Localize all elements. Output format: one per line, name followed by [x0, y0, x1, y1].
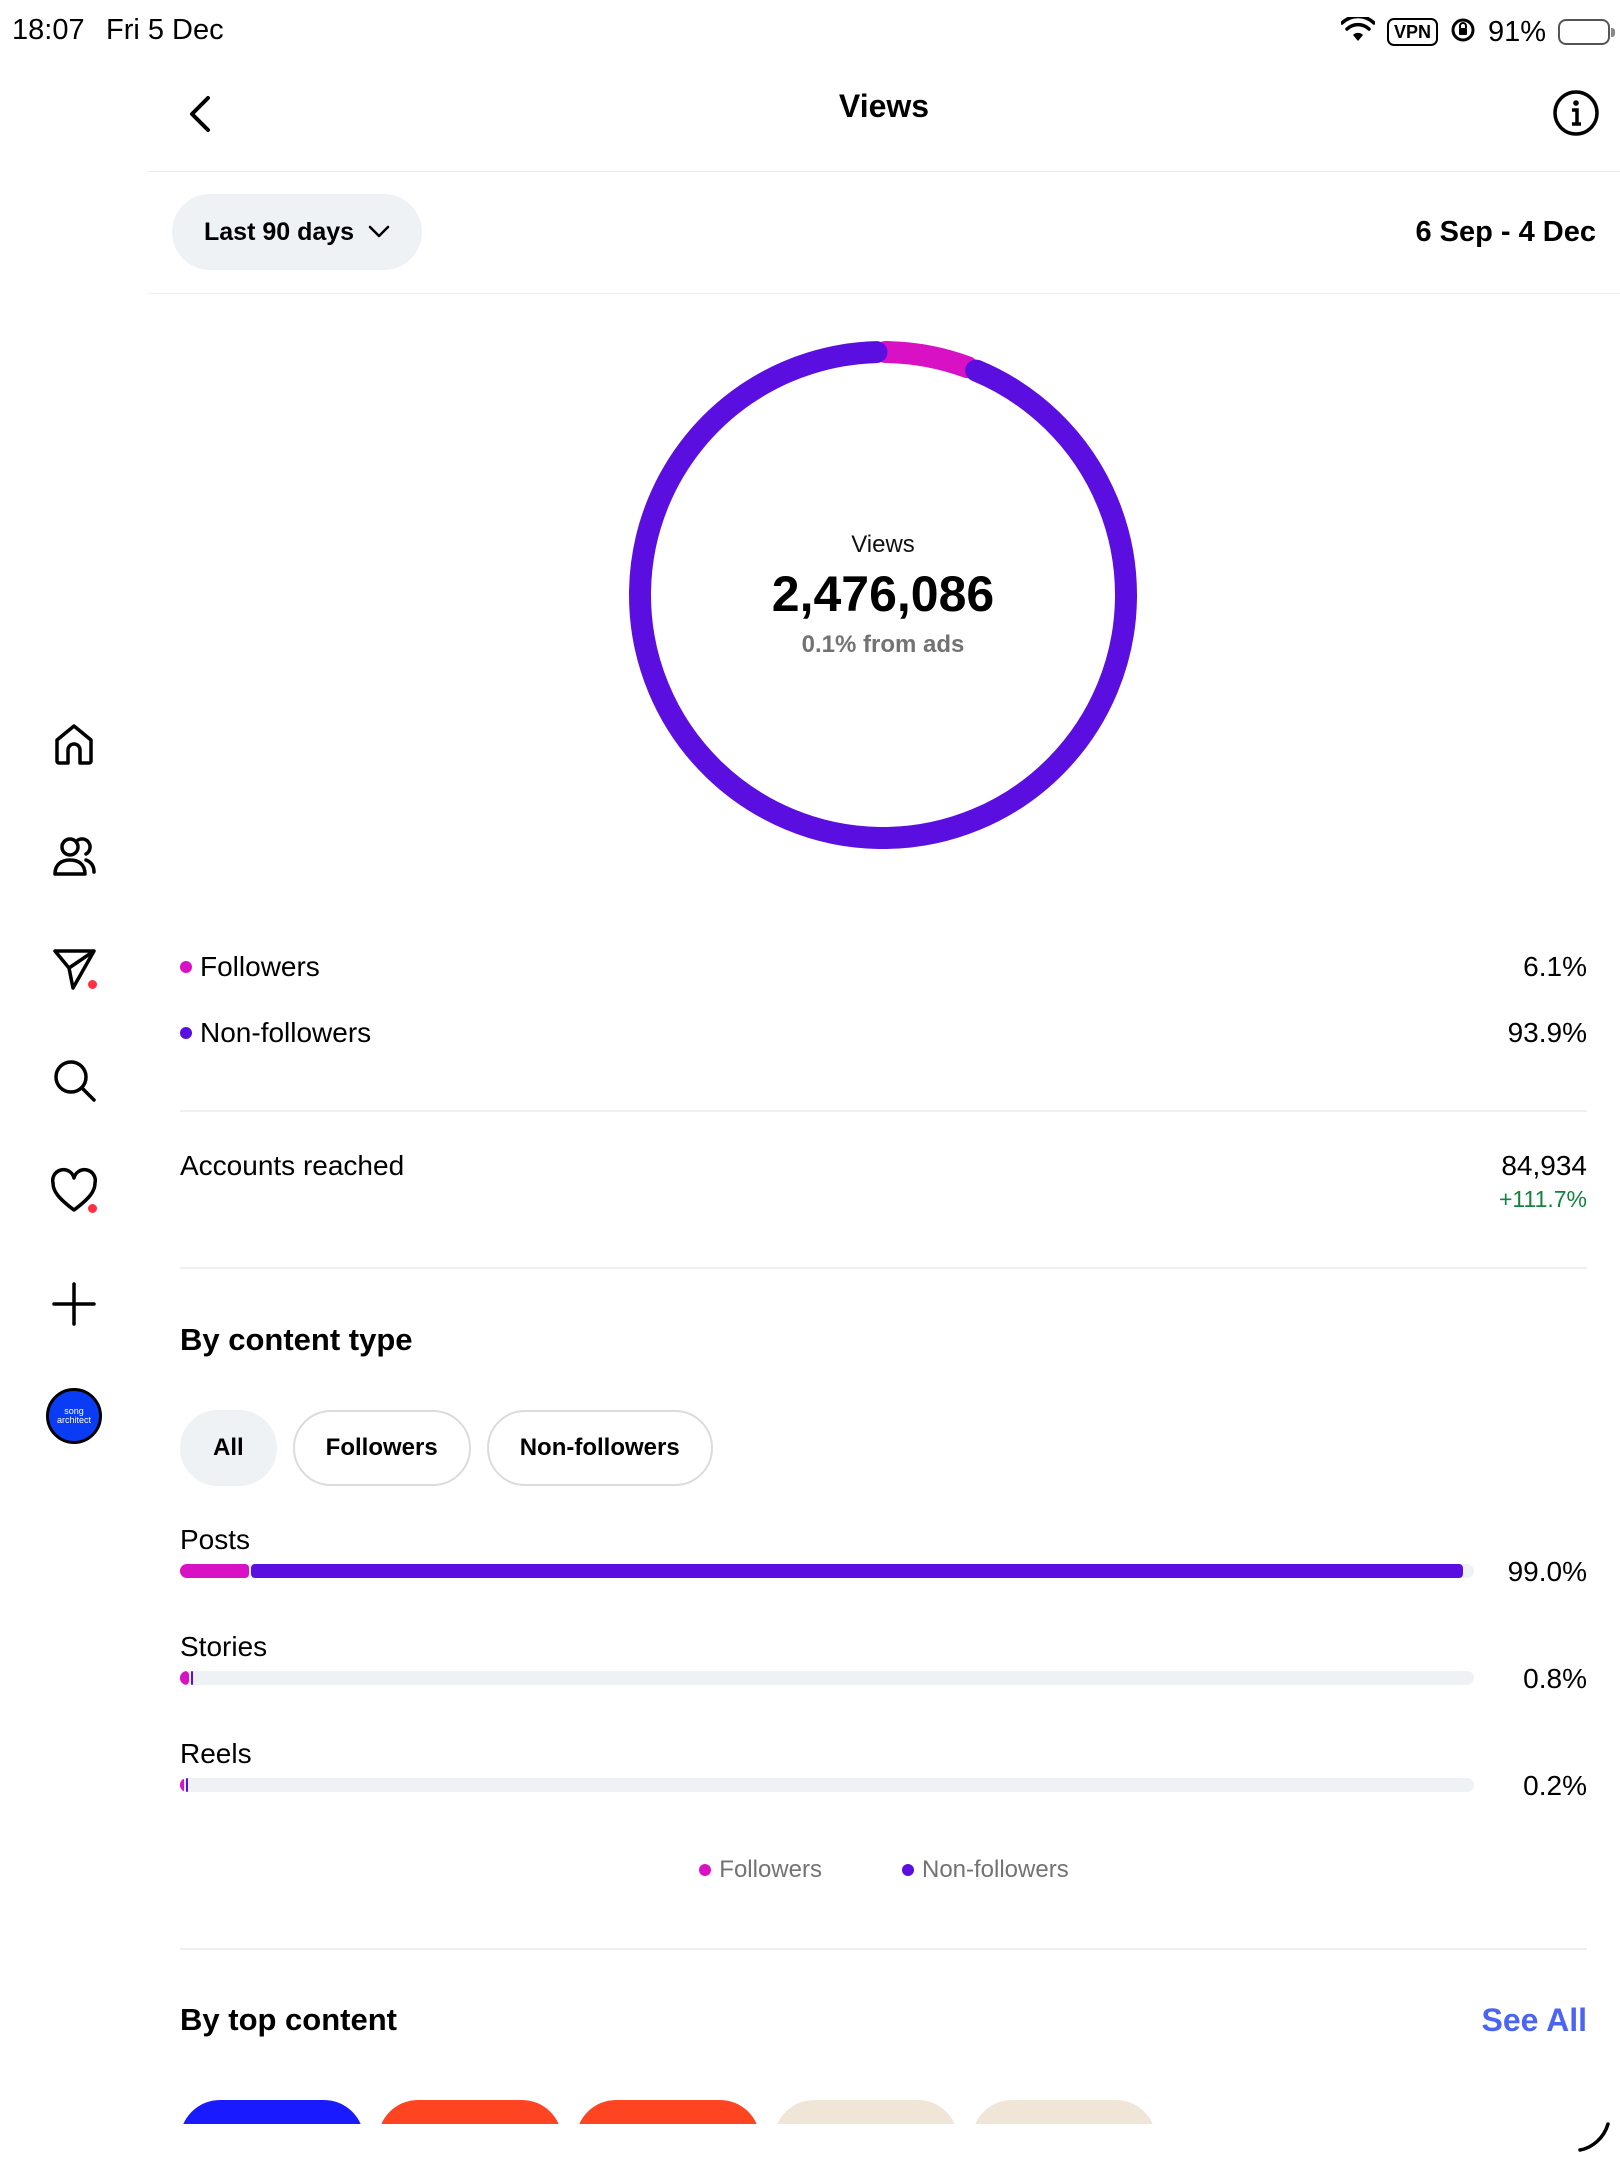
- donut-svg: [629, 341, 1137, 849]
- avatar[interactable]: song architect: [46, 1388, 102, 1444]
- non-followers-row: Non-followers 93.9%: [180, 1013, 1587, 1053]
- resize-handle-icon: [1578, 2122, 1610, 2152]
- content-type-bar-track: [180, 1778, 1474, 1792]
- content-type-row-posts: Posts 99.0%: [180, 1524, 1587, 1614]
- followers-bar-segment: [180, 1671, 190, 1685]
- status-time: 18:07: [12, 14, 85, 46]
- ads-note: 0.1% from ads: [801, 631, 965, 658]
- content-type-legend: Followers Non-followers: [0, 1856, 1620, 1884]
- top-content-thumbnails: [180, 2100, 1587, 2124]
- top-content-thumbnail[interactable]: [774, 2100, 958, 2124]
- rotation-lock-icon: [1450, 17, 1476, 48]
- legend-non-followers-label: Non-followers: [921, 1856, 1069, 1883]
- top-content-thumbnail[interactable]: [378, 2100, 562, 2124]
- top-content-thumbnail[interactable]: [576, 2100, 760, 2124]
- followers-dot: [180, 961, 192, 973]
- non-followers-label: Non-followers: [200, 1017, 372, 1048]
- followers-bar-segment: [180, 1564, 249, 1578]
- top-content-thumbnail[interactable]: [972, 2100, 1156, 2124]
- content-type-bar-track: [180, 1671, 1474, 1685]
- content-type-value: 99.0%: [1507, 1556, 1587, 1587]
- followers-bar-segment: [180, 1778, 184, 1792]
- content-type-filters: All Followers Non-followers: [180, 1410, 713, 1486]
- accounts-reached-change: +111.7%: [1498, 1186, 1587, 1212]
- content-type-row-reels: Reels 0.2%: [180, 1738, 1587, 1828]
- header: Views: [148, 64, 1620, 172]
- content-type-value: 0.8%: [1523, 1663, 1587, 1694]
- followers-row: Followers 6.1%: [180, 947, 1587, 987]
- content-type-row-stories: Stories 0.8%: [180, 1631, 1587, 1721]
- wifi-icon: [1340, 14, 1376, 48]
- status-indicators: VPN 91%: [1340, 14, 1615, 50]
- chevron-left-icon: [190, 96, 210, 132]
- date-range-dropdown[interactable]: Last 90 days: [172, 194, 423, 270]
- followers-label: Followers: [200, 951, 320, 982]
- profile-icon[interactable]: [44, 826, 104, 886]
- accounts-reached-label: Accounts reached: [180, 1150, 405, 1181]
- legend-non-followers: Non-followers: [901, 1856, 1069, 1884]
- create-plus-icon[interactable]: [44, 1274, 104, 1334]
- see-all-link[interactable]: See All: [1481, 2002, 1587, 2038]
- followers-legend: Followers: [180, 951, 320, 983]
- chevron-down-icon: [368, 225, 390, 238]
- info-icon: [1553, 90, 1599, 136]
- content-type-label: Posts: [180, 1524, 251, 1555]
- vpn-badge: VPN: [1386, 18, 1438, 46]
- non-followers-bar-segment: [191, 1671, 194, 1685]
- non-followers-legend: Non-followers: [180, 1017, 371, 1049]
- content-type-value: 0.2%: [1523, 1770, 1587, 1801]
- info-button[interactable]: [1546, 83, 1606, 143]
- activity-heart-icon[interactable]: [44, 1162, 104, 1222]
- views-total: 2,476,086: [771, 566, 995, 622]
- top-content-thumbnail[interactable]: [180, 2100, 364, 2124]
- content-type-label: Reels: [180, 1738, 252, 1769]
- status-bar: 18:07 Fri 5 Dec VPN 91%: [0, 0, 1620, 64]
- followers-dot: [699, 1864, 712, 1876]
- battery-percent: 91%: [1487, 15, 1546, 48]
- home-icon[interactable]: [44, 714, 104, 774]
- filter-non-followers-pill[interactable]: Non-followers: [486, 1410, 713, 1486]
- messages-icon[interactable]: [44, 938, 104, 998]
- back-button[interactable]: [172, 84, 232, 144]
- accounts-reached-value: 84,934: [1501, 1150, 1587, 1181]
- donut-label: Views: [851, 531, 915, 558]
- views-donut-chart: Views 2,476,086 0.1% from ads: [628, 340, 1138, 850]
- content-type-label: Stories: [180, 1631, 268, 1662]
- content-type-bar-track: [180, 1564, 1474, 1578]
- donut-slice-non-followers: [629, 341, 1137, 849]
- non-followers-value: 93.9%: [1507, 1017, 1587, 1048]
- page-title: Views: [838, 88, 930, 124]
- battery-icon: [1558, 19, 1615, 45]
- non-followers-dot: [180, 1027, 192, 1039]
- date-range-dropdown-label: Last 90 days: [204, 217, 355, 246]
- non-followers-bar-segment: [250, 1564, 1464, 1578]
- divider: [180, 1110, 1587, 1112]
- content-type-title: By content type: [180, 1322, 413, 1357]
- divider: [180, 1267, 1587, 1269]
- non-followers-dot: [901, 1864, 914, 1876]
- top-content-title: By top content: [180, 2002, 397, 2037]
- messages-notification-dot: [86, 978, 99, 991]
- divider: [180, 1948, 1587, 1950]
- filter-all-pill[interactable]: All: [180, 1410, 277, 1486]
- followers-value: 6.1%: [1523, 951, 1587, 982]
- date-range-text: 6 Sep - 4 Dec: [1415, 216, 1596, 248]
- filter-followers-pill[interactable]: Followers: [292, 1410, 471, 1486]
- search-icon[interactable]: [44, 1050, 104, 1110]
- donut-center: Views 2,476,086 0.1% from ads: [628, 340, 1138, 850]
- legend-followers-label: Followers: [719, 1856, 822, 1883]
- filter-row: Last 90 days 6 Sep - 4 Dec: [148, 172, 1620, 294]
- legend-followers: Followers: [699, 1856, 822, 1884]
- status-date: Fri 5 Dec: [106, 14, 224, 46]
- activity-notification-dot: [86, 1202, 99, 1215]
- non-followers-bar-segment: [186, 1778, 188, 1792]
